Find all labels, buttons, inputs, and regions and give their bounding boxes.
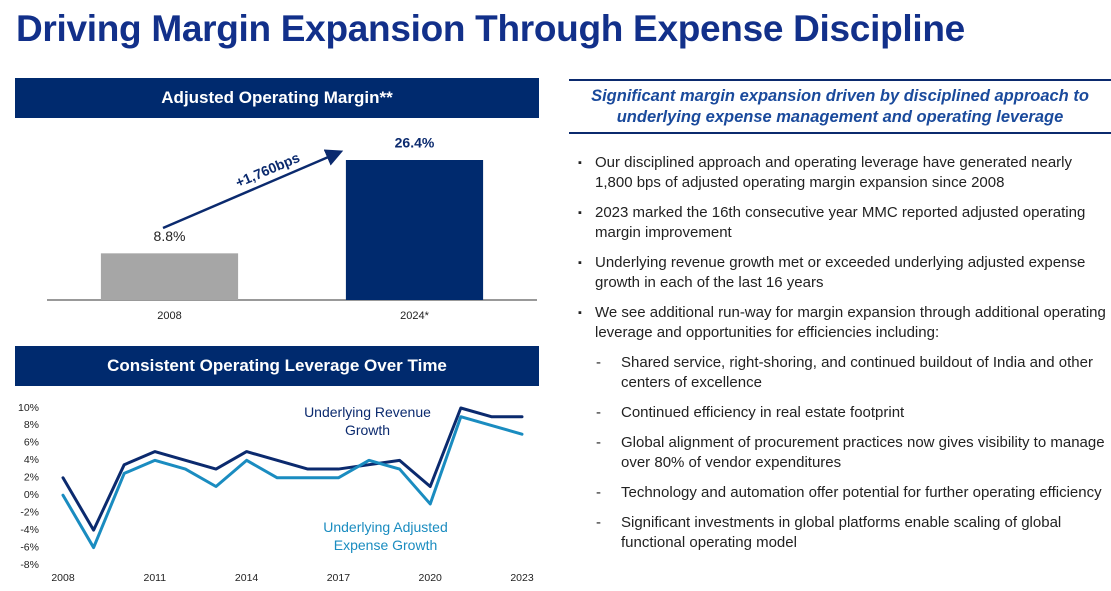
bullet-text: Underlying revenue growth met or exceede… — [595, 254, 1086, 291]
x-tick-label: 2008 — [157, 310, 181, 322]
legend-label: Underlying Revenue Growth — [304, 404, 431, 438]
bullet: ▪ We see additional run-way for margin ex… — [578, 303, 1108, 343]
bullet: ▪ 2023 marked the 16th consecutive year M… — [578, 203, 1108, 243]
sub-bullet: - Technology and automation offer potenti… — [578, 483, 1108, 503]
bullet-marker: ▪ — [578, 307, 582, 319]
bullet-text: Global alignment of procurement practice… — [621, 434, 1105, 471]
panel-header: Consistent Operating Leverage Over Time — [15, 346, 539, 386]
bullet-text: We see additional run-way for margin exp… — [595, 304, 1106, 341]
bullet-marker: ▪ — [578, 157, 582, 169]
panel-header: Adjusted Operating Margin** — [15, 78, 539, 118]
value-label: 26.4% — [395, 135, 435, 151]
bullet-marker: - — [596, 514, 601, 531]
y-tick-label: 8% — [24, 419, 39, 431]
x-tick-label: 2024* — [400, 310, 429, 322]
summary-heading: Significant margin expansion driven by d… — [569, 79, 1111, 134]
y-tick-label: -2% — [20, 506, 39, 518]
arrow — [162, 149, 344, 230]
line-series — [61, 415, 524, 550]
x-tick-label: 2014 — [235, 572, 259, 584]
bar — [100, 253, 239, 300]
bullet-marker: ▪ — [578, 207, 582, 219]
bullet-text: Shared service, right-shoring, and conti… — [621, 354, 1093, 391]
bullet-text: Continued efficiency in real estate foot… — [621, 404, 905, 421]
x-tick-label: 2023 — [510, 572, 534, 584]
x-tick-label: 2020 — [419, 572, 443, 584]
value-label: 8.8% — [154, 228, 186, 244]
bullet-marker: - — [596, 354, 601, 371]
x-tick-label: 2017 — [327, 572, 351, 584]
bullet-text: Our disciplined approach and operating l… — [595, 154, 1072, 191]
y-tick-label: -4% — [20, 524, 39, 536]
bullet-text: Technology and automation offer potentia… — [621, 484, 1102, 501]
y-tick-label: -8% — [20, 559, 39, 571]
bullet-text: Significant investments in global platfo… — [621, 514, 1062, 551]
bullet-marker: - — [596, 404, 601, 421]
sub-bullet: - Significant investments in global platf… — [578, 513, 1108, 553]
x-tick-label: 2008 — [51, 572, 75, 584]
bullet-marker: - — [596, 434, 601, 451]
sub-bullet: - Continued efficiency in real estate foo… — [578, 403, 1108, 423]
sub-bullet: - Shared service, right-shoring, and cont… — [578, 353, 1108, 393]
y-tick-label: 4% — [24, 454, 39, 466]
y-tick-label: -6% — [20, 541, 39, 553]
bullet-list: ▪ Our disciplined approach and operating … — [578, 153, 1108, 563]
y-tick-label: 0% — [24, 489, 39, 501]
x-tick-label: 2011 — [144, 572, 167, 584]
charts: +1,760bps 8.8%200826.4%2024*-8%-6%-4%-2%… — [18, 135, 537, 584]
y-tick-label: 2% — [24, 472, 39, 484]
bullet-text: 2023 marked the 16th consecutive year MM… — [595, 204, 1086, 241]
bullet: ▪ Underlying revenue growth met or exceed… — [578, 253, 1108, 293]
y-tick-label: 10% — [18, 402, 39, 414]
bar — [345, 160, 484, 300]
y-tick-label: 6% — [24, 437, 39, 449]
sub-bullet: - Global alignment of procurement practic… — [578, 433, 1108, 473]
bullet: ▪ Our disciplined approach and operating … — [578, 153, 1108, 193]
legend-label: Underlying Adjusted Expense Growth — [323, 519, 448, 553]
bullet-marker: - — [596, 484, 601, 501]
bullet-marker: ▪ — [578, 257, 582, 269]
line-series — [61, 406, 524, 532]
slide-title: Driving Margin Expansion Through Expense… — [16, 8, 965, 49]
